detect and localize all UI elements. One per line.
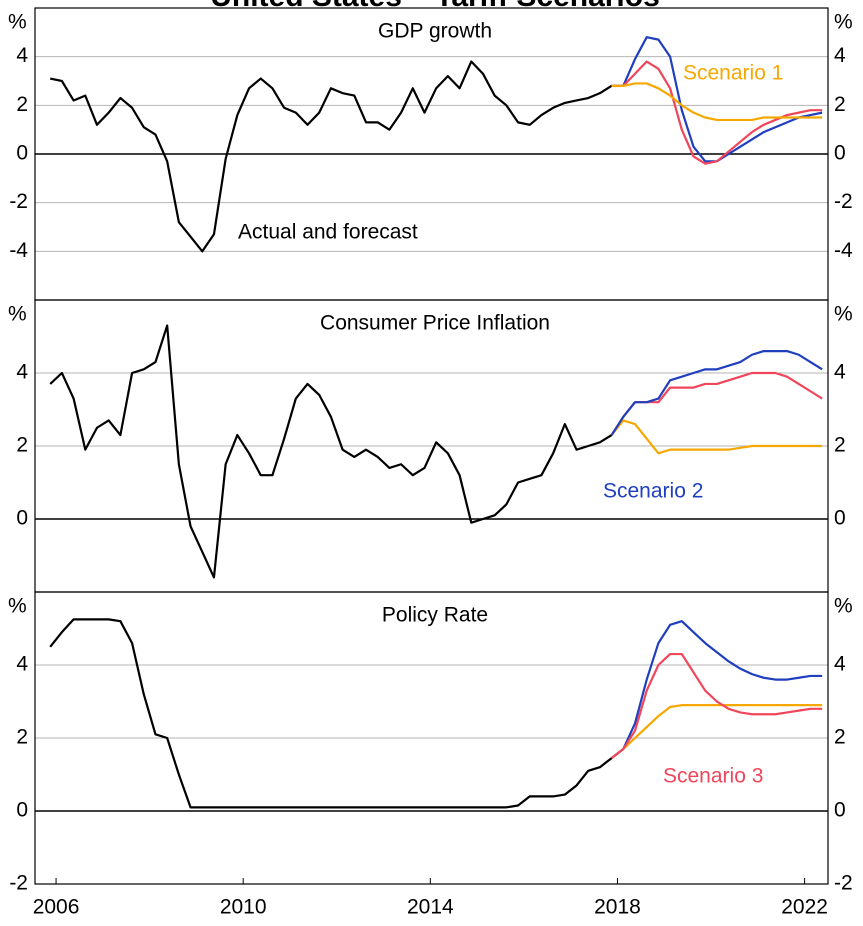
- x-tick-label: 2006: [33, 896, 80, 919]
- series-line: [610, 350, 823, 436]
- y-unit: %: [8, 595, 27, 618]
- y2-tick-label: 4: [834, 44, 846, 67]
- x-tick-label: 2010: [220, 896, 267, 919]
- y2-tick-label: -2: [834, 190, 853, 213]
- y-tick-label: -2: [9, 872, 28, 895]
- annotation: Actual and forecast: [238, 221, 418, 244]
- y-tick-label: 2: [16, 726, 28, 749]
- y2-tick-label: 0: [834, 142, 846, 165]
- y-tick-label: 0: [16, 507, 28, 530]
- y2-tick-label: 2: [834, 93, 846, 116]
- x-tick-label: 2018: [594, 896, 641, 919]
- y2-unit: %: [834, 11, 853, 34]
- panel-title: Consumer Price Inflation: [320, 312, 550, 335]
- series-line: [49, 324, 613, 579]
- series-line: [611, 60, 823, 165]
- series-line: [610, 419, 823, 455]
- y2-tick-label: -4: [834, 239, 853, 262]
- y-tick-label: 0: [16, 142, 28, 165]
- y2-tick-label: 2: [834, 726, 846, 749]
- panel-title: Policy Rate: [382, 604, 488, 627]
- y2-tick-label: 2: [834, 434, 846, 457]
- y2-unit: %: [834, 303, 853, 326]
- y2-tick-label: 0: [834, 507, 846, 530]
- y-tick-label: 2: [16, 434, 28, 457]
- chart-title: United States – Tariff Scenarios: [210, 0, 660, 13]
- series-label: Scenario 1: [683, 62, 783, 85]
- y-unit: %: [8, 11, 27, 34]
- y2-tick-label: 4: [834, 653, 846, 676]
- series-line: [610, 652, 823, 759]
- y-tick-label: -2: [9, 190, 28, 213]
- series-line: [610, 704, 823, 759]
- panel-title: GDP growth: [378, 20, 492, 43]
- x-tick-label: 2014: [407, 896, 454, 919]
- y-tick-label: 4: [16, 361, 28, 384]
- y-tick-label: -4: [9, 239, 28, 262]
- series-line: [49, 60, 613, 253]
- panel-frame: [34, 591, 829, 885]
- y2-tick-label: 0: [834, 799, 846, 822]
- x-tick-label: 2022: [781, 896, 828, 919]
- y-tick-label: 2: [16, 93, 28, 116]
- series-line: [49, 618, 613, 809]
- y2-unit: %: [834, 595, 853, 618]
- series-label: Scenario 2: [603, 480, 703, 503]
- y-tick-label: 0: [16, 799, 28, 822]
- y2-tick-label: -2: [834, 872, 853, 895]
- series-label: Scenario 3: [663, 765, 763, 788]
- y-tick-label: 4: [16, 44, 28, 67]
- y2-tick-label: 4: [834, 361, 846, 384]
- y-unit: %: [8, 303, 27, 326]
- y-tick-label: 4: [16, 653, 28, 676]
- series-line: [610, 620, 823, 759]
- series-line: [611, 82, 823, 122]
- series-line: [610, 371, 823, 436]
- series-line: [611, 36, 823, 163]
